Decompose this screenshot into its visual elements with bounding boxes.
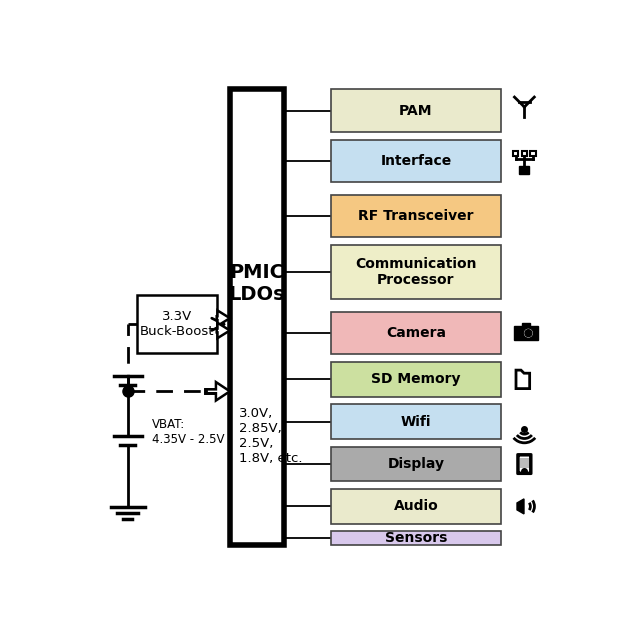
Bar xyxy=(520,458,529,468)
Text: Communication
Processor: Communication Processor xyxy=(355,257,477,287)
Polygon shape xyxy=(517,499,524,514)
Bar xyxy=(331,195,501,238)
Bar xyxy=(530,151,536,156)
Bar xyxy=(331,447,501,481)
Polygon shape xyxy=(207,382,230,401)
Bar xyxy=(513,151,518,156)
Polygon shape xyxy=(516,370,530,389)
Bar xyxy=(331,532,501,546)
Bar xyxy=(331,139,501,182)
Text: Wifi: Wifi xyxy=(401,415,431,428)
Bar xyxy=(513,326,538,340)
Text: Display: Display xyxy=(387,457,444,471)
Bar xyxy=(522,323,530,326)
Text: RF Transceiver: RF Transceiver xyxy=(358,209,474,223)
FancyBboxPatch shape xyxy=(518,455,531,473)
Text: Audio: Audio xyxy=(394,500,438,513)
Text: VBAT:
4.35V - 2.5V: VBAT: 4.35V - 2.5V xyxy=(152,418,225,446)
Text: Camera: Camera xyxy=(386,326,446,340)
Text: SD Memory: SD Memory xyxy=(371,372,461,386)
Bar xyxy=(331,362,501,397)
Bar xyxy=(519,166,529,175)
Polygon shape xyxy=(217,311,230,326)
Text: PMIC
LDOs: PMIC LDOs xyxy=(229,263,285,304)
Text: Sensors: Sensors xyxy=(385,531,447,546)
Bar xyxy=(522,151,527,156)
Bar xyxy=(331,89,501,132)
Text: 3.3V
Buck-Boost: 3.3V Buck-Boost xyxy=(140,311,214,338)
Circle shape xyxy=(523,328,534,338)
Circle shape xyxy=(525,329,532,336)
Bar xyxy=(137,295,217,353)
Bar xyxy=(331,404,501,439)
Bar xyxy=(331,245,501,299)
Text: PAM: PAM xyxy=(399,103,433,118)
Circle shape xyxy=(522,326,536,340)
Bar xyxy=(331,312,501,354)
Polygon shape xyxy=(217,323,230,338)
Text: Interface: Interface xyxy=(381,154,452,168)
Text: 3.0V,
2.85V,
2.5V,
1.8V, etc.: 3.0V, 2.85V, 2.5V, 1.8V, etc. xyxy=(239,407,302,465)
Bar xyxy=(331,489,501,524)
Bar xyxy=(230,89,284,546)
